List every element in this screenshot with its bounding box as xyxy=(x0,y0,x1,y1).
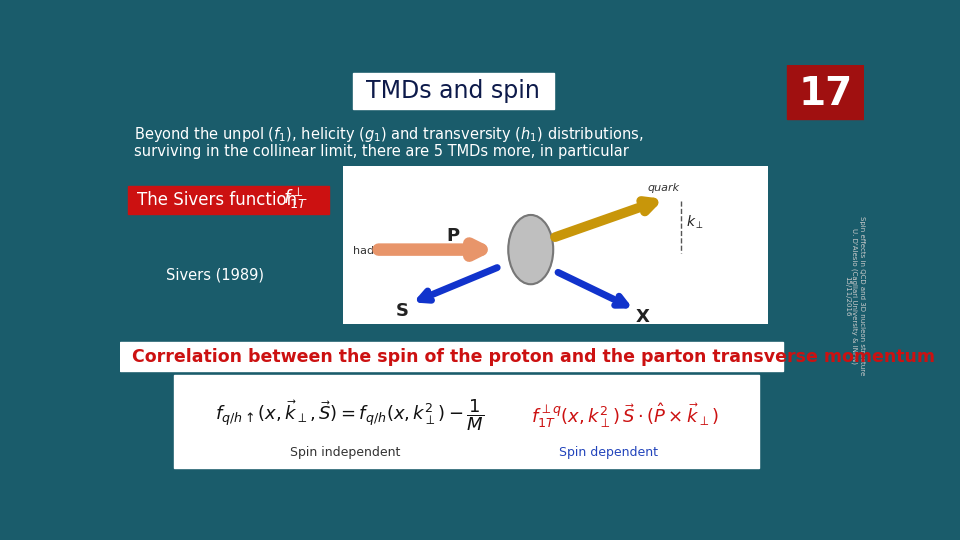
Text: TMDs and spin: TMDs and spin xyxy=(367,79,540,103)
Bar xyxy=(175,375,759,468)
Text: $f_{1T}^{\perp q}(x,k_\perp^2)\,\vec{S}\cdot(\hat{P}\times\vec{k}_\perp)$: $f_{1T}^{\perp q}(x,k_\perp^2)\,\vec{S}\… xyxy=(531,401,718,430)
Text: The Sivers function: The Sivers function xyxy=(137,191,298,210)
Text: quark: quark xyxy=(647,183,679,193)
Text: Beyond the unpol ($f_1$), helicity ($g_1$) and transversity ($h_1$) distribution: Beyond the unpol ($f_1$), helicity ($g_1… xyxy=(134,125,643,144)
Text: Sivers (1989): Sivers (1989) xyxy=(166,267,265,282)
Bar xyxy=(128,186,329,214)
Text: $\mathbf{P}$: $\mathbf{P}$ xyxy=(446,227,461,245)
Bar xyxy=(352,72,554,110)
Bar xyxy=(344,166,768,325)
Bar xyxy=(786,65,864,119)
Text: $\mathbf{S}$: $\mathbf{S}$ xyxy=(395,302,408,320)
Text: Correlation between the spin of the proton and the parton transverse momentum: Correlation between the spin of the prot… xyxy=(132,348,935,366)
Bar xyxy=(120,342,782,372)
Text: Spin dependent: Spin dependent xyxy=(559,446,658,458)
Text: hadron: hadron xyxy=(352,246,392,256)
Text: $k_\perp$: $k_\perp$ xyxy=(685,214,704,231)
Text: $f_{q/h\uparrow}(x,\vec{k}_\perp,\vec{S}) = f_{q/h}(x,k_\perp^2) - \dfrac{1}{M}$: $f_{q/h\uparrow}(x,\vec{k}_\perp,\vec{S}… xyxy=(214,397,484,433)
Ellipse shape xyxy=(508,215,553,284)
Text: Spin independent: Spin independent xyxy=(290,446,400,458)
Text: Spin effects in QCD and 3D nucleon structure
U. D'Alesio (Cagliari University & : Spin effects in QCD and 3D nucleon struc… xyxy=(845,216,865,375)
Text: 17: 17 xyxy=(798,75,852,113)
Text: surviving in the collinear limit, there are 5 TMDs more, in particular: surviving in the collinear limit, there … xyxy=(134,144,629,159)
Text: $f_{1T}^{\perp}$: $f_{1T}^{\perp}$ xyxy=(283,186,307,211)
Text: $\mathbf{X}$: $\mathbf{X}$ xyxy=(636,308,651,326)
